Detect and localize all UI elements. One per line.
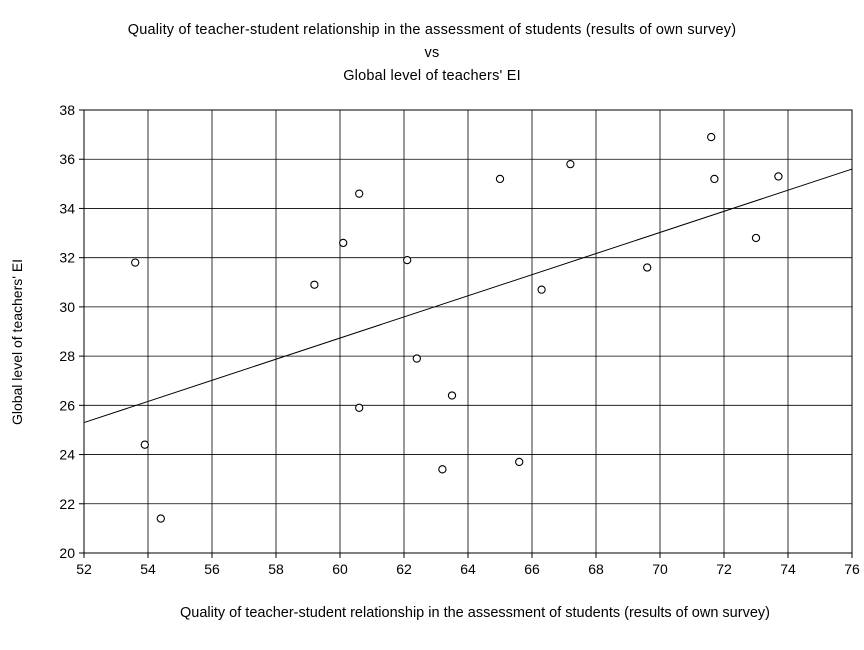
x-tick-label: 62 <box>396 561 412 577</box>
x-tick-label: 68 <box>588 561 604 577</box>
chart-title-line-1: Quality of teacher-student relationship … <box>127 22 737 38</box>
data-point <box>774 172 783 181</box>
x-tick-label: 54 <box>140 561 156 577</box>
data-point <box>537 285 546 294</box>
x-tick-label: 70 <box>652 561 668 577</box>
x-tick-label: 56 <box>204 561 220 577</box>
x-axis-label: Quality of teacher-student relationship … <box>180 605 770 621</box>
data-point <box>643 263 652 272</box>
data-point <box>339 238 348 248</box>
y-tick-label: 32 <box>59 250 75 266</box>
y-tick-label: 24 <box>59 447 75 463</box>
data-points <box>131 132 783 523</box>
x-tick-label: 66 <box>524 561 540 577</box>
y-tick-label: 20 <box>59 545 75 561</box>
y-tick-label: 38 <box>59 102 75 118</box>
data-point <box>710 174 719 184</box>
y-tick-label: 28 <box>59 348 75 364</box>
y-tick-label: 26 <box>59 397 75 413</box>
chart-title-line-3: Global level of teachers' EI <box>343 68 521 84</box>
data-point <box>310 280 319 289</box>
data-point <box>412 354 421 363</box>
y-tick-label: 30 <box>59 299 75 315</box>
grid-lines <box>84 110 852 553</box>
data-point <box>355 189 364 198</box>
y-axis-label: Global level of teachers' EI <box>9 258 25 426</box>
data-point <box>438 465 447 474</box>
data-point <box>707 132 716 142</box>
y-tick-label: 34 <box>59 200 75 216</box>
data-point <box>751 233 761 243</box>
x-tick-label: 72 <box>716 561 732 577</box>
y-tick-label: 36 <box>59 151 75 167</box>
x-tick-label: 52 <box>76 561 92 577</box>
x-tick-label: 58 <box>268 561 284 577</box>
x-tick-label: 76 <box>844 561 860 577</box>
x-axis-ticks: 52 54 56 58 60 62 64 66 68 70 72 74 76 <box>76 553 860 577</box>
x-tick-label: 64 <box>460 561 476 577</box>
chart-title-line-2: vs <box>424 45 440 61</box>
data-point <box>495 174 505 184</box>
data-point <box>140 440 149 449</box>
data-point <box>515 457 524 467</box>
data-point <box>355 403 364 412</box>
y-tick-label: 22 <box>59 496 75 512</box>
data-point <box>403 255 412 265</box>
data-point <box>566 159 575 169</box>
y-axis-ticks: 20 22 24 26 28 30 32 34 36 38 <box>59 102 84 561</box>
data-point <box>156 514 165 523</box>
data-point <box>447 391 457 400</box>
data-point <box>131 258 140 267</box>
fit-line <box>83 168 853 424</box>
x-tick-label: 60 <box>332 561 348 577</box>
x-tick-label: 74 <box>780 561 796 577</box>
